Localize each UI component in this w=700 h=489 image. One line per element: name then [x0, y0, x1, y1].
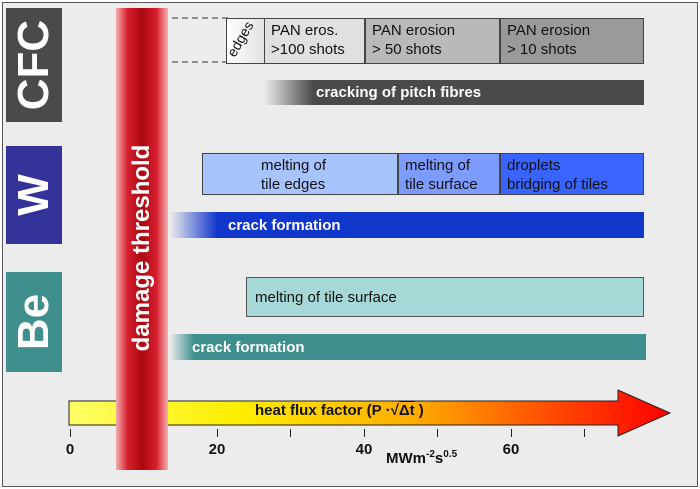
tick-mark-30 — [290, 429, 291, 437]
heat-flux-label-text: heat flux factor (P · — [255, 402, 391, 419]
damage-threshold-band: damage threshold — [116, 8, 168, 470]
tick-label-60: 60 — [502, 441, 520, 458]
unit-exponent-1: -2 — [426, 449, 435, 460]
edges-dashed-guides — [172, 17, 228, 63]
cfc-pan-100-line1: PAN eros. — [271, 22, 339, 39]
w-tile-edges-line2: tile edges — [261, 176, 326, 193]
tick-mark-40 — [364, 429, 365, 437]
unit-s: s — [434, 450, 444, 467]
cfc-edges-label: edges — [226, 18, 257, 60]
w-tile-edges-line1: melting of — [261, 157, 327, 174]
w-tile-surface-line1: melting of — [405, 157, 471, 174]
w-crack-formation-bar: crack formation — [170, 212, 644, 238]
cfc-edges-cell: edges — [226, 18, 266, 64]
be-crack-formation-label: crack formation — [192, 338, 305, 356]
unit-base: MWm — [386, 450, 426, 467]
w-droplets-cell: droplets bridging of tiles — [500, 153, 644, 195]
w-droplets-line1: droplets — [507, 157, 561, 174]
w-droplets-line2: bridging of tiles — [507, 176, 608, 193]
tick-label-20: 20 — [208, 441, 226, 458]
w-tile-surface-cell: melting of tile surface — [398, 153, 500, 195]
tick-label-0: 0 — [65, 441, 75, 458]
tick-mark-0 — [70, 429, 71, 437]
cfc-pan-50-line1: PAN erosion — [372, 22, 456, 39]
cfc-pan-100-cell: PAN eros. >100 shots — [264, 18, 365, 64]
cfc-pan-50-cell: PAN erosion > 50 shots — [365, 18, 500, 64]
unit-exponent-2: 0.5 — [443, 449, 458, 460]
w-tile-edges-cell: melting of tile edges — [202, 153, 398, 195]
tick-mark-20 — [217, 429, 218, 437]
damage-threshold-label: damage threshold — [128, 144, 155, 352]
tick-mark-50 — [437, 429, 438, 437]
material-label-w: W — [6, 146, 62, 244]
heat-flux-label: heat flux factor (P ·√Δt ) — [255, 402, 424, 419]
cfc-pitch-fibres-label: cracking of pitch fibres — [316, 84, 482, 101]
delta-t-symbol: Δt — [398, 402, 415, 419]
w-tile-surface-line2: tile surface — [405, 176, 478, 193]
be-crack-formation-bar: crack formation — [170, 334, 646, 360]
cfc-pan-10-line2: > 10 shots — [507, 41, 577, 58]
cfc-pitch-fibres-bar: cracking of pitch fibres — [264, 80, 644, 105]
tick-mark-60 — [511, 429, 512, 437]
material-label-be: Be — [6, 272, 62, 372]
cfc-pan-100-line2: >100 shots — [271, 41, 345, 58]
tick-label-40: 40 — [355, 441, 373, 458]
tick-mark-70 — [584, 429, 585, 437]
w-crack-formation-label: crack formation — [228, 216, 341, 234]
be-tile-surface-bar: melting of tile surface — [246, 277, 644, 317]
material-label-cfc: CFC — [6, 8, 62, 122]
cfc-pan-10-line1: PAN erosion — [507, 22, 591, 39]
sqrt-symbol: √ — [390, 402, 399, 419]
axis-unit: MWm-2s0.5 — [386, 449, 457, 467]
be-tile-surface-label: melting of tile surface — [255, 288, 397, 306]
cfc-pan-10-cell: PAN erosion > 10 shots — [500, 18, 644, 64]
cfc-pan-50-line2: > 50 shots — [372, 41, 442, 58]
heat-flux-label-close: ) — [414, 402, 424, 419]
